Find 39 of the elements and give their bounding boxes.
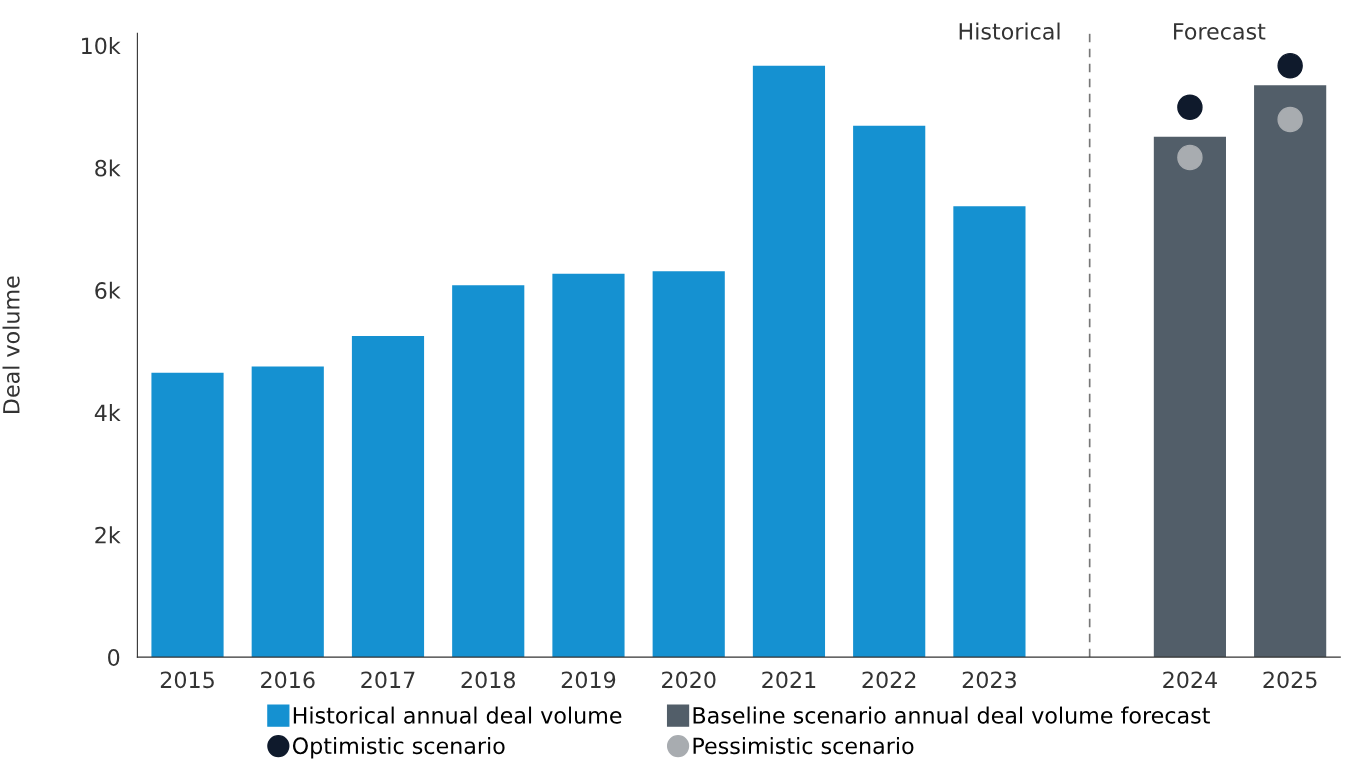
bar [953,206,1026,658]
point [1277,106,1303,133]
legend-label: Pessimistic scenario [693,736,914,755]
y-axis-title: Deal volume [2,276,20,414]
x-tick-label: 2016 [261,671,315,689]
y-tick-label: 2k [95,526,121,544]
bar [752,65,826,658]
legend-label: Optimistic scenario [292,736,505,759]
bar [151,372,224,658]
bar [1254,85,1327,658]
bar [452,285,525,658]
x-tick-label: 2020 [662,671,716,689]
y-tick-label: 10k [82,37,121,55]
bar [251,366,324,658]
x-tick-label: 2024 [1163,671,1217,689]
y-tick-label: 6k [95,281,121,299]
annotation: Forecast [1174,23,1266,40]
x-tick-label: 2023 [962,671,1016,689]
y-tick-label: 0 [108,649,120,666]
x-tick-label: 2025 [1263,671,1317,689]
x-tick-label: 2015 [160,671,214,689]
point [1177,94,1203,121]
x-tick-label: 2019 [561,671,616,689]
x-tick-label: 2018 [461,671,515,689]
point [1277,52,1303,79]
bar [552,273,625,658]
bar [351,336,425,658]
point [1177,144,1203,171]
x-tick-label: 2022 [862,671,916,689]
bar [652,271,725,658]
y-tick-label: 4k [94,404,121,421]
bar [1153,136,1226,658]
x-tick-label: 2021 [762,671,816,689]
bar [853,125,926,658]
annotation: Historical [959,22,1060,40]
y-tick-label: 8k [95,159,121,177]
legend-label: Historical annual deal volume [293,706,622,724]
x-tick-label: 2017 [361,671,415,689]
legend-label: Baseline scenario annual deal volume forecast [693,706,1210,724]
